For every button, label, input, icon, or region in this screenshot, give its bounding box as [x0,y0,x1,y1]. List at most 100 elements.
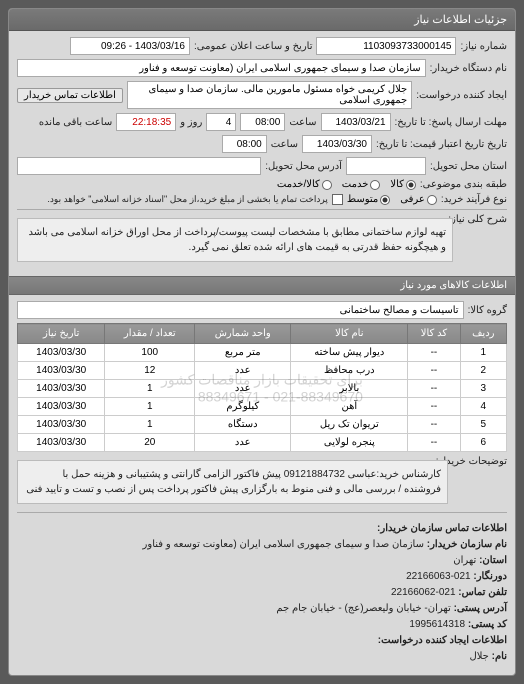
table-cell: دستگاه [195,416,291,434]
table-cell: -- [408,398,460,416]
table-cell: عدد [195,434,291,452]
address-value: تهران- خیابان ولیعصر(عج) - خیابان جام جم [276,603,450,614]
table-cell: -- [408,380,460,398]
panel-header: جزئیات اطلاعات نیاز [9,9,515,31]
budget-radio-group: کالا خدمت کالا/خدمت [277,179,416,190]
table-header: نام کالا [291,324,408,344]
table-cell: 20 [105,434,195,452]
announce-field: 1403/03/16 - 09:26 [70,37,190,55]
radio-icon [322,180,332,190]
table-cell: -- [408,344,460,362]
table-cell: 1 [105,416,195,434]
process-radio-group: عرفی متوسط [347,194,437,205]
table-row: 3--بالابرعدد11403/03/30 [18,380,507,398]
creator2-label: اطلاعات ایجاد کننده درخواست: [378,635,507,646]
table-row: 6--پنجره لولاییعدد201403/03/30 [18,434,507,452]
notes-label: توضیحات خریدار: [452,456,507,467]
reqnum-label: شماره نیاز: [460,41,507,52]
days-label: روز و [180,117,202,128]
org-value: سازمان صدا و سیمای جمهوری اسلامی ایران (… [143,539,424,550]
table-cell: بالابر [291,380,408,398]
address-row-label: آدرس محل تحویل: [265,161,342,172]
table-row: 2--درب محافظعدد121403/03/30 [18,362,507,380]
top-section: شماره نیاز: 1103093733000145 تاریخ و ساع… [9,31,515,276]
radio-icon [427,195,437,205]
phone-value: 021-22166062 [391,587,456,598]
table-cell: 1403/03/30 [18,380,105,398]
org-label: نام سازمان خریدار: [427,539,507,550]
name-value: جلال [469,651,488,662]
table-cell: 100 [105,344,195,362]
announce-label: تاریخ و ساعت اعلان عمومی: [194,41,313,52]
validity-date: 1403/03/30 [302,135,372,153]
address-row-field [17,157,261,175]
budget-opt-goods[interactable]: کالا [390,179,416,190]
postal-label: کد پستی: [468,619,507,630]
table-cell: درب محافظ [291,362,408,380]
footer-title: اطلاعات تماس سازمان خریدار: [377,523,507,534]
table-cell: تریوان تک ریل [291,416,408,434]
table-cell: 3 [460,380,506,398]
table-row: 5--تریوان تک ریلدستگاه11403/03/30 [18,416,507,434]
group-label: گروه کالا: [468,305,507,316]
contact-button[interactable]: اطلاعات تماس خریدار [17,88,123,103]
validity-time: 08:00 [222,135,267,153]
desc-label: شرح کلی نیاز: [457,214,507,225]
table-cell: 5 [460,416,506,434]
table-cell: 1 [105,380,195,398]
table-header: ردیف [460,324,506,344]
footer-info: اطلاعات تماس سازمان خریدار: نام سازمان خ… [17,517,507,669]
table-cell: 1403/03/30 [18,416,105,434]
remaining-field: 22:18:35 [116,113,176,131]
budget-opt-service[interactable]: خدمت [342,179,381,190]
table-cell: -- [408,416,460,434]
creator-label: ایجاد کننده درخواست: [416,90,507,101]
table-cell: پنجره لولایی [291,434,408,452]
radio-icon [370,180,380,190]
table-cell: متر مربع [195,344,291,362]
fax-value: 021-22166063 [406,571,471,582]
goods-section: گروه کالا: تاسیسات و مصالح ساختمانی ردیف… [9,295,515,675]
collect-field [346,157,426,175]
table-cell: 1403/03/30 [18,344,105,362]
remaining-label: ساعت باقی مانده [39,117,112,128]
goods-section-title: اطلاعات کالاهای مورد نیاز [9,276,515,295]
table-cell: عدد [195,362,291,380]
table-cell: -- [408,434,460,452]
table-cell: 1403/03/30 [18,362,105,380]
process-opt-medium[interactable]: متوسط [347,194,390,205]
creator-field: جلال کریمی خواه مسئول مامورین مالی. سازم… [127,81,412,109]
process-note: پرداخت تمام یا بخشی از مبلغ خرید،از محل … [47,194,327,205]
validity-label: تاریخ تاریخ اعتبار قیمت: تا تاریخ: [376,139,507,150]
time-label-2: ساعت [271,139,298,150]
table-header: کد کالا [408,324,460,344]
radio-icon [406,180,416,190]
response-label: مهلت ارسال پاسخ: تا تاریخ: [395,117,507,128]
table-cell: کیلوگرم [195,398,291,416]
response-time: 08:00 [240,113,285,131]
collect-label: استان محل تحویل: [430,161,507,172]
radio-icon [380,195,390,205]
reqnum-field: 1103093733000145 [316,37,456,55]
notes-box: کارشناس خرید:عباسی 09121884732 پیش فاکتو… [17,460,448,504]
divider-2 [17,512,507,513]
divider [17,209,507,210]
fax-label: دورنگار: [473,571,507,582]
buyer-label: نام دستگاه خریدار: [430,63,507,74]
table-cell: 1403/03/30 [18,398,105,416]
treasury-checkbox[interactable] [332,194,343,205]
table-row: 1--دیوار پیش ساختهمتر مربع1001403/03/30 [18,344,507,362]
table-cell: 6 [460,434,506,452]
budget-label: طبقه بندی موضوعی: [420,179,507,190]
province-value: تهران [453,555,476,566]
table-header: واحد شمارش [195,324,291,344]
group-field: تاسیسات و مصالح ساختمانی [17,301,464,319]
goods-table: ردیفکد کالانام کالاواحد شمارشتعداد / مقد… [17,323,507,452]
header-title: جزئیات اطلاعات نیاز [414,14,507,26]
postal-value: 1995614318 [409,619,465,630]
table-cell: 2 [460,362,506,380]
process-opt-urgent[interactable]: عرفی [400,194,437,205]
budget-opt-both[interactable]: کالا/خدمت [277,179,332,190]
time-label-1: ساعت [289,117,316,128]
buyer-field: سازمان صدا و سیمای جمهوری اسلامی ایران (… [17,59,426,77]
